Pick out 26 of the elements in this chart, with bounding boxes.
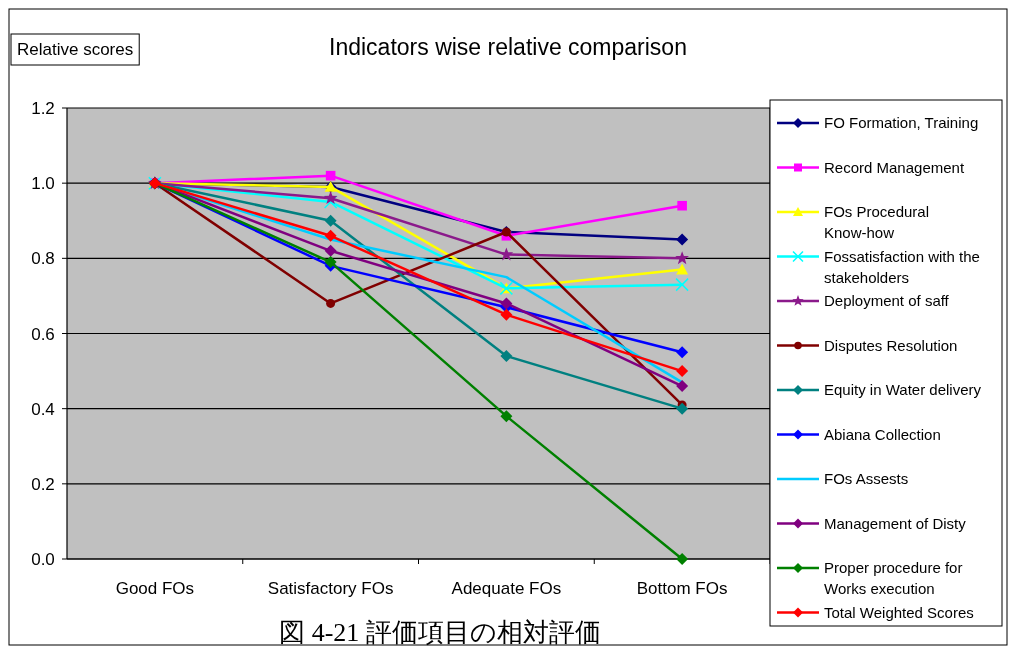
x-tick-label: Bottom FOs — [636, 579, 728, 598]
y-tick-label: 1.2 — [31, 99, 55, 118]
legend-label: Proper procedure for Works execution — [824, 559, 963, 597]
legend-label: FO Formation, Training — [824, 114, 979, 131]
legend-label: Abiana Collection — [824, 425, 941, 443]
x-tick-label: Satisfactory FOs — [267, 579, 394, 598]
y-tick-label: 0.4 — [31, 399, 55, 419]
x-tick-label: Adequate FOs — [451, 579, 562, 598]
legend-label: Record Management — [824, 158, 965, 176]
legend-label: Total Weighted Scores — [824, 603, 974, 621]
caption: 図 4-21 評価項目の相対評価 — [279, 618, 601, 647]
y-tick-label: 0.8 — [31, 249, 55, 269]
x-tick-label: Good FOs — [115, 579, 195, 598]
legend-label: Equity in Water delivery — [824, 381, 982, 398]
legend-label: Deployment of saff — [824, 292, 950, 309]
y-tick-label: 0.0 — [31, 550, 55, 569]
legend-label: FOs Procedural Know-how — [824, 203, 930, 241]
y-axis-title: Relative scores — [17, 40, 134, 59]
y-tick-label: 0.2 — [31, 474, 55, 494]
y-tick-label: 0.6 — [31, 324, 55, 344]
legend-label: Fossatisfaction with the stakeholders — [824, 247, 980, 286]
legend-label: Disputes Resolution — [824, 336, 958, 354]
y-tick-label: 1.0 — [31, 174, 55, 194]
legend-label: Management of Disty — [824, 514, 967, 532]
legend-label: FOs Assests — [824, 470, 909, 487]
chart-title: Indicators wise relative comparison — [329, 34, 687, 60]
